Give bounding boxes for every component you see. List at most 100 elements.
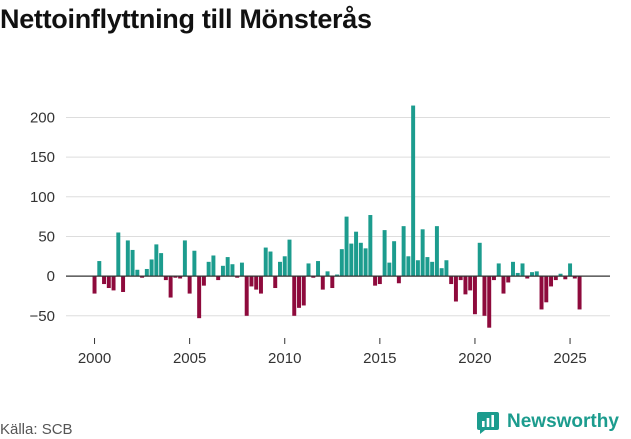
chart: −50 0 50 100 150 200 2000 2005 2010 2015 2020 2025 xyxy=(30,105,610,367)
x-tick-label: 2000 xyxy=(78,350,111,367)
y-tick-label: 200 xyxy=(30,109,55,126)
bar xyxy=(325,271,330,277)
bar xyxy=(159,253,164,277)
bar xyxy=(149,259,154,277)
x-tick-label: 2005 xyxy=(173,350,206,367)
bar xyxy=(239,262,244,277)
bar xyxy=(220,265,225,277)
bar xyxy=(525,276,530,279)
bar xyxy=(116,232,121,277)
newsworthy-logo-icon xyxy=(477,412,499,434)
bar xyxy=(572,276,577,279)
bar xyxy=(553,276,558,281)
source-note: Källa: SCB xyxy=(0,421,73,438)
bar xyxy=(406,256,411,277)
bar xyxy=(301,276,306,306)
bar xyxy=(387,262,392,277)
bar xyxy=(144,268,149,277)
x-axis: 2000 2005 2010 2015 2020 2025 xyxy=(78,338,587,367)
bar xyxy=(382,230,387,277)
y-tick-label: 100 xyxy=(30,189,55,206)
bar xyxy=(121,276,126,292)
bar xyxy=(268,251,273,277)
bar xyxy=(287,239,292,277)
bar xyxy=(178,276,183,279)
bar xyxy=(577,276,582,310)
bar xyxy=(339,249,344,277)
bar xyxy=(292,276,297,316)
bar xyxy=(363,248,368,277)
bar xyxy=(206,261,211,277)
bar xyxy=(278,261,282,277)
bar xyxy=(320,276,325,290)
bar xyxy=(472,276,477,315)
bar xyxy=(254,276,259,290)
bar xyxy=(173,276,178,278)
bar xyxy=(396,276,401,284)
bar xyxy=(377,276,382,285)
bar xyxy=(539,276,544,310)
x-tick-label: 2025 xyxy=(553,350,586,367)
bar xyxy=(558,273,563,277)
bar xyxy=(515,272,520,277)
bar xyxy=(453,276,458,302)
bar xyxy=(125,240,130,277)
y-tick-label: −50 xyxy=(30,308,55,325)
bar xyxy=(201,276,206,286)
bar xyxy=(316,261,321,277)
bar xyxy=(420,229,425,277)
bar xyxy=(273,276,278,289)
bar xyxy=(358,242,363,277)
bar xyxy=(249,276,254,287)
y-tick-label: 150 xyxy=(30,149,55,166)
bar xyxy=(544,276,549,303)
bar xyxy=(415,260,420,277)
bar xyxy=(354,231,359,277)
bar xyxy=(92,276,97,294)
bar xyxy=(439,268,444,277)
bar xyxy=(330,276,335,289)
y-axis: −50 0 50 100 150 200 xyxy=(30,109,55,324)
brand-logo[interactable]: Newsworthy xyxy=(476,410,619,434)
bar xyxy=(311,276,316,278)
bar xyxy=(163,276,168,281)
gridlines xyxy=(66,116,610,317)
bar xyxy=(306,263,311,277)
bar xyxy=(102,276,107,285)
bar xyxy=(225,257,230,277)
bar xyxy=(468,276,473,291)
brand-name: Newsworthy xyxy=(507,411,619,432)
bar xyxy=(530,272,534,277)
bar xyxy=(282,256,287,277)
bar xyxy=(211,255,216,277)
bar xyxy=(192,250,197,277)
x-tick-label: 2020 xyxy=(458,350,491,367)
bar xyxy=(263,247,268,277)
bar xyxy=(258,276,263,294)
bar xyxy=(235,276,240,278)
bar xyxy=(444,260,449,277)
bar xyxy=(496,263,501,277)
bar xyxy=(168,276,173,298)
bar xyxy=(458,276,463,281)
bar xyxy=(549,276,554,287)
x-tick-label: 2015 xyxy=(363,350,396,367)
bar xyxy=(182,240,187,277)
bar xyxy=(197,276,202,319)
x-tick-label: 2010 xyxy=(268,350,301,367)
bar xyxy=(97,261,102,277)
bar xyxy=(401,226,406,277)
bar xyxy=(244,276,249,316)
bar xyxy=(534,271,539,277)
bar xyxy=(482,276,487,316)
bar xyxy=(449,276,454,285)
bar xyxy=(373,276,378,286)
bar xyxy=(563,276,568,280)
bar xyxy=(368,215,373,277)
bar xyxy=(154,244,159,277)
bar xyxy=(463,276,468,295)
bar xyxy=(491,276,496,281)
bar xyxy=(130,249,135,277)
bar xyxy=(511,261,515,277)
bar xyxy=(111,276,116,291)
